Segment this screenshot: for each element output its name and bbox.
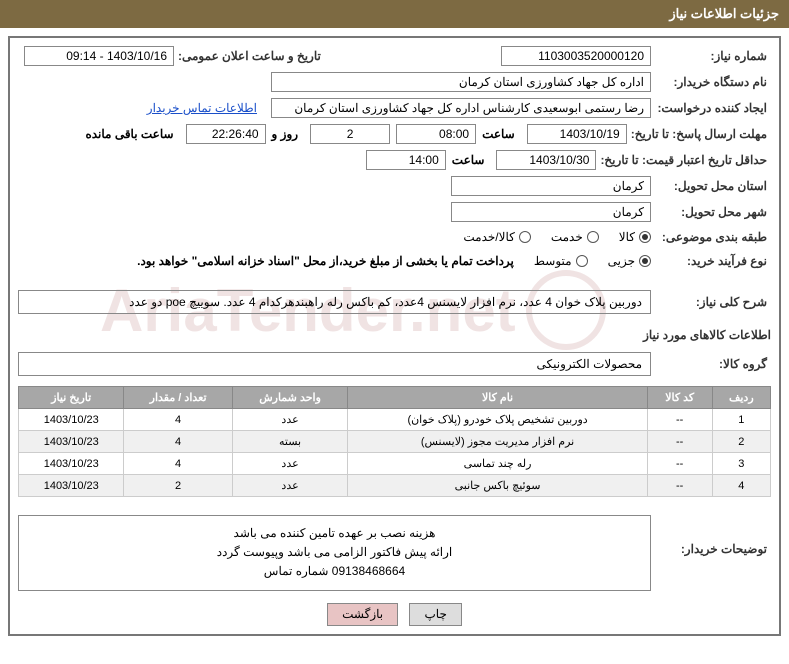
table-cell: رله چند تماسی (348, 453, 647, 475)
table-header: نام کالا (348, 387, 647, 409)
goods-group-label: گروه کالا: (651, 355, 771, 373)
announce-date-label: تاریخ و ساعت اعلان عمومی: (174, 47, 325, 65)
table-cell: 3 (712, 453, 770, 475)
radio-jozei[interactable]: جزیی (608, 254, 651, 268)
table-cell: دوربین تشخیص پلاک خودرو (پلاک خوان) (348, 409, 647, 431)
process-type-radios: جزیی متوسط (534, 254, 651, 268)
print-button[interactable]: چاپ (409, 603, 461, 626)
table-cell: عدد (232, 409, 348, 431)
buyer-notes-box: هزینه نصب بر عهده تامین کننده می باشد ار… (18, 515, 651, 591)
buyer-notes-label: توضیحات خریدار: (651, 540, 771, 558)
radio-khedmat[interactable]: خدمت (551, 230, 599, 244)
contact-link[interactable]: اطلاعات تماس خریدار (147, 101, 257, 115)
response-countdown: 22:26:40 (186, 124, 266, 144)
table-cell: بسته (232, 431, 348, 453)
note-line-1: هزینه نصب بر عهده تامین کننده می باشد (27, 524, 642, 543)
table-cell: 4 (124, 431, 232, 453)
table-cell: 4 (124, 453, 232, 475)
table-cell: 4 (712, 475, 770, 497)
table-cell: 1403/10/23 (19, 409, 124, 431)
items-section-title: اطلاعات کالاهای مورد نیاز (18, 328, 771, 342)
note-line-3: 09138468664 شماره تماس (27, 562, 642, 581)
table-cell: عدد (232, 453, 348, 475)
process-type-label: نوع فرآیند خرید: (651, 252, 771, 270)
table-cell: 1403/10/23 (19, 475, 124, 497)
classification-label: طبقه بندی موضوعی: (651, 228, 771, 246)
response-deadline-time: 08:00 (396, 124, 476, 144)
note-line-2: ارائه پیش فاکتور الزامی می باشد وپیوست گ… (27, 543, 642, 562)
response-deadline-label: مهلت ارسال پاسخ: تا تاریخ: (627, 125, 771, 143)
table-header: کد کالا (647, 387, 712, 409)
response-deadline-date: 1403/10/19 (527, 124, 627, 144)
remain-label: ساعت باقی مانده (79, 127, 179, 141)
table-cell: -- (647, 409, 712, 431)
table-cell: 1403/10/23 (19, 453, 124, 475)
buyer-org-value: اداره کل جهاد کشاورزی استان کرمان (271, 72, 651, 92)
general-desc-label: شرح کلی نیاز: (651, 293, 771, 311)
table-cell: -- (647, 431, 712, 453)
time-label-2: ساعت (446, 153, 491, 167)
radio-kala-khedmat[interactable]: کالا/خدمت (463, 230, 530, 244)
announce-date-value: 1403/10/16 - 09:14 (24, 46, 174, 66)
requester-label: ایجاد کننده درخواست: (651, 99, 771, 117)
classification-radios: کالا خدمت کالا/خدمت (463, 230, 651, 244)
days-label: روز و (266, 127, 305, 141)
process-note: پرداخت تمام یا بخشی از مبلغ خرید،از محل … (137, 254, 514, 268)
table-header: واحد شمارش (232, 387, 348, 409)
delivery-province-label: استان محل تحویل: (651, 177, 771, 195)
header-title: جزئیات اطلاعات نیاز (669, 6, 779, 21)
radio-motavaset[interactable]: متوسط (534, 254, 588, 268)
table-row: 1--دوربین تشخیص پلاک خودرو (پلاک خوان)عد… (19, 409, 771, 431)
page-header: جزئیات اطلاعات نیاز (0, 0, 789, 28)
need-number-label: شماره نیاز: (651, 47, 771, 65)
buyer-org-label: نام دستگاه خریدار: (651, 73, 771, 91)
radio-kala[interactable]: کالا (619, 230, 651, 244)
table-cell: 2 (712, 431, 770, 453)
table-cell: 1 (712, 409, 770, 431)
table-cell: 1403/10/23 (19, 431, 124, 453)
table-cell: عدد (232, 475, 348, 497)
table-header: تعداد / مقدار (124, 387, 232, 409)
table-cell: -- (647, 475, 712, 497)
delivery-province-value: کرمان (451, 176, 651, 196)
time-label-1: ساعت (476, 127, 521, 141)
delivery-city-value: کرمان (451, 202, 651, 222)
items-table: ردیفکد کالانام کالاواحد شمارشتعداد / مقد… (18, 386, 771, 497)
table-cell: سوئیچ باکس جانبی (348, 475, 647, 497)
goods-group-value: محصولات الکترونیکی (18, 352, 651, 376)
requester-value: رضا رستمی ابوسعیدی کارشناس اداره کل جهاد… (271, 98, 651, 118)
price-validity-date: 1403/10/30 (496, 150, 596, 170)
need-number-value: 1103003520000120 (501, 46, 651, 66)
delivery-city-label: شهر محل تحویل: (651, 203, 771, 221)
price-validity-time: 14:00 (366, 150, 446, 170)
price-validity-label: حداقل تاریخ اعتبار قیمت: تا تاریخ: (596, 151, 771, 169)
table-header: ردیف (712, 387, 770, 409)
table-cell: نرم افزار مدیریت مجوز (لایسنس) (348, 431, 647, 453)
back-button[interactable]: بازگشت (327, 603, 398, 626)
table-cell: 2 (124, 475, 232, 497)
table-row: 4--سوئیچ باکس جانبیعدد21403/10/23 (19, 475, 771, 497)
general-desc-value: دوربین پلاک خوان 4 عدد، نرم افزار لایسنس… (18, 290, 651, 314)
table-row: 3--رله چند تماسیعدد41403/10/23 (19, 453, 771, 475)
response-days: 2 (310, 124, 390, 144)
table-header: تاریخ نیاز (19, 387, 124, 409)
main-container: شماره نیاز: 1103003520000120 تاریخ و ساع… (8, 36, 781, 636)
table-row: 2--نرم افزار مدیریت مجوز (لایسنس)بسته414… (19, 431, 771, 453)
table-cell: 4 (124, 409, 232, 431)
table-cell: -- (647, 453, 712, 475)
